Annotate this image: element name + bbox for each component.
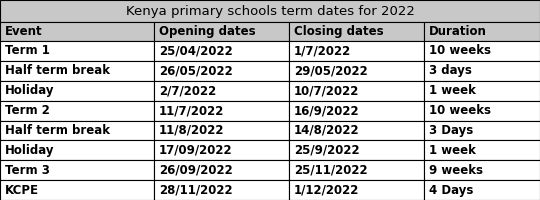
Text: 9 weeks: 9 weeks bbox=[429, 164, 483, 177]
Bar bbox=[0, 120, 154, 140]
Bar bbox=[0, 81, 154, 101]
Text: 17/09/2022: 17/09/2022 bbox=[159, 144, 232, 157]
Text: 11/8/2022: 11/8/2022 bbox=[159, 124, 224, 137]
Bar bbox=[154, 140, 289, 160]
Bar bbox=[154, 41, 289, 61]
Bar bbox=[289, 140, 424, 160]
Text: 3 Days: 3 Days bbox=[429, 124, 473, 137]
Bar bbox=[0, 180, 154, 200]
Bar bbox=[289, 41, 424, 61]
Text: 1 week: 1 week bbox=[429, 84, 476, 97]
Bar bbox=[289, 81, 424, 101]
Text: 1/7/2022: 1/7/2022 bbox=[294, 44, 351, 57]
Bar bbox=[154, 180, 289, 200]
Bar bbox=[0, 160, 154, 180]
Text: Term 3: Term 3 bbox=[5, 164, 50, 177]
Bar bbox=[154, 160, 289, 180]
Bar bbox=[289, 101, 424, 120]
Bar bbox=[154, 101, 289, 120]
Bar bbox=[289, 160, 424, 180]
Bar bbox=[424, 101, 540, 120]
Text: 25/04/2022: 25/04/2022 bbox=[159, 44, 232, 57]
Bar bbox=[424, 81, 540, 101]
Text: 14/8/2022: 14/8/2022 bbox=[294, 124, 359, 137]
Text: 26/05/2022: 26/05/2022 bbox=[159, 64, 232, 77]
Text: Term 2: Term 2 bbox=[5, 104, 50, 117]
Bar bbox=[424, 22, 540, 41]
Text: 16/9/2022: 16/9/2022 bbox=[294, 104, 359, 117]
Text: KCPE: KCPE bbox=[5, 184, 39, 197]
Bar bbox=[424, 180, 540, 200]
Text: 11/7/2022: 11/7/2022 bbox=[159, 104, 224, 117]
Bar bbox=[289, 120, 424, 140]
Bar bbox=[154, 120, 289, 140]
Text: 29/05/2022: 29/05/2022 bbox=[294, 64, 367, 77]
Bar bbox=[0, 101, 154, 120]
Text: 1 week: 1 week bbox=[429, 144, 476, 157]
Text: 10/7/2022: 10/7/2022 bbox=[294, 84, 359, 97]
Bar bbox=[0, 140, 154, 160]
Bar bbox=[0, 22, 154, 41]
Bar bbox=[424, 140, 540, 160]
Bar bbox=[154, 81, 289, 101]
Bar bbox=[424, 61, 540, 81]
Text: 25/11/2022: 25/11/2022 bbox=[294, 164, 367, 177]
Text: 28/11/2022: 28/11/2022 bbox=[159, 184, 232, 197]
Text: 3 days: 3 days bbox=[429, 64, 471, 77]
Bar bbox=[0, 0, 540, 22]
Text: Closing dates: Closing dates bbox=[294, 25, 383, 38]
Text: Kenya primary schools term dates for 2022: Kenya primary schools term dates for 202… bbox=[126, 4, 414, 18]
Text: Opening dates: Opening dates bbox=[159, 25, 255, 38]
Bar bbox=[424, 41, 540, 61]
Text: Half term break: Half term break bbox=[5, 64, 110, 77]
Bar bbox=[424, 120, 540, 140]
Text: 10 weeks: 10 weeks bbox=[429, 44, 491, 57]
Bar bbox=[289, 61, 424, 81]
Text: 25/9/2022: 25/9/2022 bbox=[294, 144, 359, 157]
Text: Half term break: Half term break bbox=[5, 124, 110, 137]
Text: 26/09/2022: 26/09/2022 bbox=[159, 164, 232, 177]
Text: Holiday: Holiday bbox=[5, 144, 55, 157]
Bar bbox=[0, 61, 154, 81]
Bar bbox=[0, 41, 154, 61]
Text: Term 1: Term 1 bbox=[5, 44, 50, 57]
Text: Duration: Duration bbox=[429, 25, 487, 38]
Text: 4 Days: 4 Days bbox=[429, 184, 473, 197]
Bar bbox=[154, 61, 289, 81]
Text: 2/7/2022: 2/7/2022 bbox=[159, 84, 216, 97]
Text: Holiday: Holiday bbox=[5, 84, 55, 97]
Text: Event: Event bbox=[5, 25, 43, 38]
Text: 10 weeks: 10 weeks bbox=[429, 104, 491, 117]
Text: 1/12/2022: 1/12/2022 bbox=[294, 184, 359, 197]
Bar bbox=[289, 180, 424, 200]
Bar bbox=[289, 22, 424, 41]
Bar bbox=[154, 22, 289, 41]
Bar bbox=[424, 160, 540, 180]
